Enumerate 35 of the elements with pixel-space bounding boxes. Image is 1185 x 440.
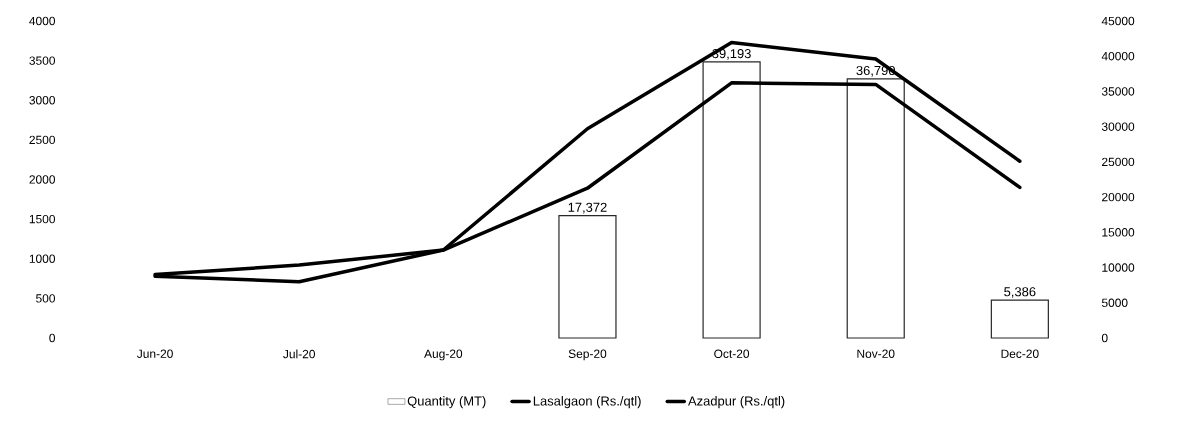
x-tick-label: Aug-20: [424, 349, 463, 361]
bar: [702, 61, 761, 339]
bar: [990, 299, 1049, 339]
y-tick-label: 1000: [29, 254, 56, 263]
y2-tick-label: 5000: [1101, 298, 1128, 307]
y2-tick-label: 40000: [1101, 51, 1135, 61]
x-tick-label: Jun-20: [136, 349, 173, 358]
y-tick-label: 4000: [29, 16, 56, 26]
bar: [846, 78, 905, 339]
y2-tick-label: 15000: [1102, 228, 1135, 237]
y2-tick-label: 10000: [1102, 263, 1135, 272]
legend-label: Quantity (MT): [407, 396, 486, 409]
y-tick-label: 0: [49, 333, 56, 343]
x-tick-label: Nov-20: [857, 349, 895, 358]
bar: [558, 215, 617, 339]
y-tick-label: 3000: [29, 96, 56, 105]
data-label: 17,372: [568, 202, 607, 214]
y2-tick-label: 20000: [1102, 192, 1135, 202]
data-label: 5,386: [1004, 287, 1036, 298]
y-tick-label: 1500: [29, 214, 56, 224]
y2-tick-label: 30000: [1101, 122, 1135, 131]
legend-label: Azadpur (Rs./qtl): [688, 396, 785, 409]
y-tick-label: 500: [36, 294, 56, 303]
y2-tick-label: 25000: [1102, 157, 1135, 167]
legend-label: Lasalgaon (Rs./qtl): [533, 396, 641, 409]
x-tick-label: Oct-20: [714, 349, 750, 358]
y-tick-label: 2000: [29, 175, 56, 184]
x-tick-label: Dec-20: [1001, 349, 1039, 358]
x-tick-label: Sep-20: [568, 349, 607, 361]
y2-tick-label: 45000: [1101, 16, 1135, 26]
y-tick-label: 3500: [29, 56, 56, 65]
y-tick-label: 2500: [29, 135, 56, 145]
x-tick-label: Jul-20: [283, 349, 316, 359]
y2-tick-label: 0: [1101, 333, 1108, 343]
y2-tick-label: 35000: [1101, 87, 1135, 96]
